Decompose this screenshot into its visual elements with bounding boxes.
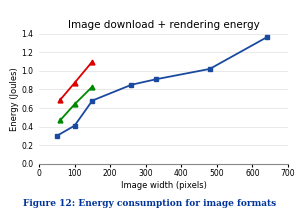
Title: Image download + rendering energy: Image download + rendering energy (68, 20, 260, 30)
GIF (58, 98, 62, 101)
PNG (91, 85, 94, 88)
Y-axis label: Energy (Joules): Energy (Joules) (10, 67, 19, 131)
GIF (73, 82, 76, 84)
Line: JPEG: JPEG (54, 35, 269, 138)
PNG (58, 119, 62, 121)
JPEG (91, 99, 94, 102)
JPEG (55, 135, 58, 137)
JPEG (208, 68, 211, 70)
JPEG (130, 84, 133, 86)
JPEG (265, 36, 268, 39)
Legend: JPEG, GIF, PNG: JPEG, GIF, PNG (106, 207, 221, 210)
Line: PNG: PNG (58, 84, 95, 122)
Text: Figure 12: Energy consumption for image formats: Figure 12: Energy consumption for image … (23, 199, 277, 208)
JPEG (73, 124, 76, 127)
PNG (73, 103, 76, 106)
X-axis label: Image width (pixels): Image width (pixels) (121, 181, 206, 190)
JPEG (154, 78, 158, 80)
Line: GIF: GIF (58, 59, 95, 102)
GIF (91, 60, 94, 63)
